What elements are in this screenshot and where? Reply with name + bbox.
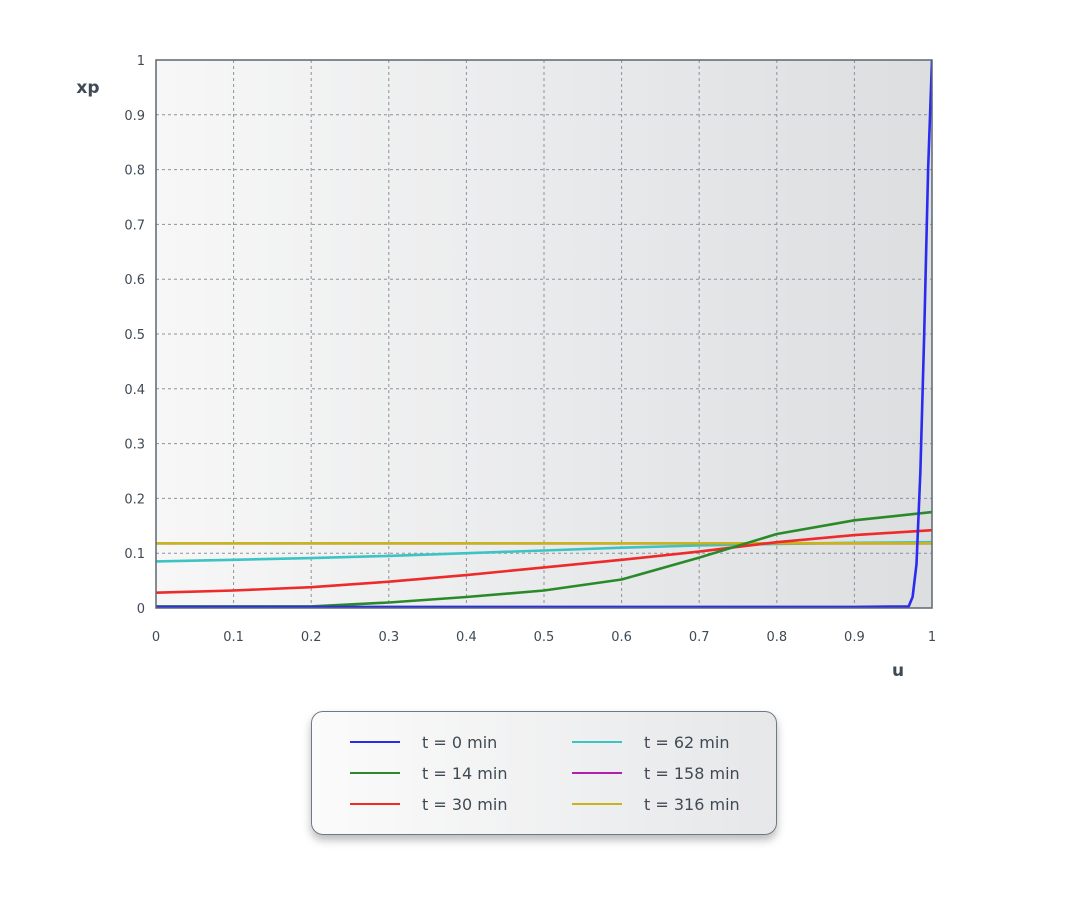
y-axis-label: xp bbox=[76, 78, 99, 98]
grid bbox=[156, 60, 932, 608]
y-tick-label: 0.8 bbox=[124, 164, 145, 179]
plot-frame bbox=[155, 59, 933, 609]
series-line bbox=[156, 528, 932, 594]
y-tick-label: 0.9 bbox=[124, 109, 145, 124]
legend-swatch bbox=[350, 803, 400, 805]
y-tick-labels: 0 0.1 0.2 0.3 0.4 0.5 0.6 0.7 0.8 0.9 1 bbox=[124, 54, 145, 617]
series-lines bbox=[156, 60, 932, 608]
y-tick-label: 0.2 bbox=[124, 492, 145, 507]
legend-swatch bbox=[572, 741, 622, 743]
x-tick-label: 0.4 bbox=[456, 630, 477, 645]
y-tick-label: 0.4 bbox=[124, 383, 145, 398]
legend: t = 0 min t = 14 min t = 30 min t = 62 min t… bbox=[311, 711, 777, 835]
legend-item: t = 0 min bbox=[350, 731, 497, 753]
x-tick-label: 0.5 bbox=[534, 630, 555, 645]
y-tick-label: 0.7 bbox=[124, 218, 145, 233]
x-tick-label: 0.2 bbox=[301, 630, 322, 645]
xp-vs-u-chart: 0 0.1 0.2 0.3 0.4 0.5 0.6 0.7 0.8 0.9 1 0 0.1 0.2 0.3… bbox=[76, 54, 936, 681]
legend-swatch bbox=[350, 772, 400, 774]
x-tick-label: 0.8 bbox=[766, 630, 787, 645]
y-tick-label: 0.3 bbox=[124, 438, 145, 453]
x-tick-label: 0.1 bbox=[223, 630, 244, 645]
x-tick-label: 1 bbox=[928, 630, 936, 645]
y-tick-label: 0.5 bbox=[124, 328, 145, 343]
x-tick-label: 0.7 bbox=[689, 630, 710, 645]
legend-label: t = 316 min bbox=[644, 794, 740, 814]
legend-swatch bbox=[572, 803, 622, 805]
legend-item: t = 62 min bbox=[572, 731, 729, 753]
legend-label: t = 158 min bbox=[644, 763, 740, 783]
legend-swatch bbox=[350, 741, 400, 743]
x-axis-label: u bbox=[892, 661, 904, 681]
x-tick-label: 0.6 bbox=[611, 630, 632, 645]
legend-item: t = 316 min bbox=[572, 793, 740, 815]
legend-label: t = 0 min bbox=[422, 732, 498, 752]
legend-swatch bbox=[572, 772, 622, 774]
legend-label: t = 14 min bbox=[422, 763, 508, 783]
x-tick-labels: 0 0.1 0.2 0.3 0.4 0.5 0.6 0.7 0.8 0.9 1 bbox=[152, 630, 936, 645]
legend-item: t = 30 min bbox=[350, 793, 507, 815]
legend-label: t = 30 min bbox=[422, 794, 508, 814]
legend-item: t = 158 min bbox=[572, 762, 740, 784]
y-tick-label: 0.6 bbox=[124, 273, 145, 288]
x-tick-label: 0 bbox=[152, 630, 160, 645]
legend-label: t = 62 min bbox=[644, 732, 730, 752]
x-tick-label: 0.9 bbox=[844, 630, 865, 645]
x-tick-label: 0.3 bbox=[378, 630, 399, 645]
legend-item: t = 14 min bbox=[350, 762, 507, 784]
y-tick-label: 0.1 bbox=[124, 547, 145, 562]
series-line bbox=[156, 60, 932, 608]
y-tick-label: 0 bbox=[137, 602, 145, 617]
y-tick-label: 1 bbox=[137, 54, 145, 69]
